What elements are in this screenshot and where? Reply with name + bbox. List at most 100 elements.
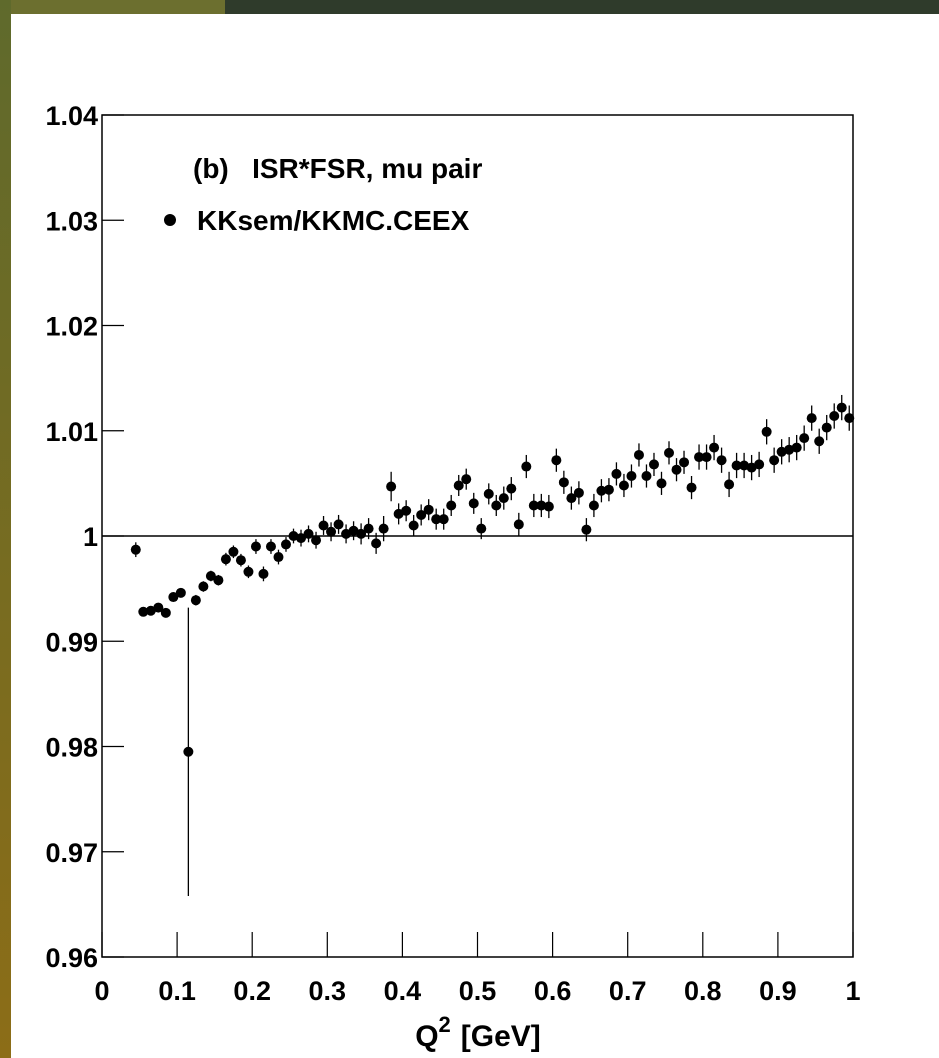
y-tick-label: 0.98	[45, 733, 98, 763]
data-point	[288, 531, 299, 541]
x-tick-label: 0.4	[384, 976, 422, 1006]
data-point	[506, 483, 517, 494]
data-point	[671, 464, 682, 475]
data-point	[303, 528, 314, 539]
data-point	[626, 471, 637, 482]
y-tick-label: 1.03	[45, 206, 98, 236]
data-point	[686, 482, 697, 493]
data-point	[603, 484, 614, 495]
data-point	[528, 500, 539, 511]
data-point	[130, 544, 141, 555]
data-point	[513, 519, 524, 530]
data-point	[416, 509, 427, 520]
y-tick-label: 1	[83, 522, 98, 552]
data-point	[581, 524, 592, 535]
data-point	[806, 413, 817, 424]
data-point	[784, 444, 795, 455]
data-point	[446, 500, 457, 511]
data-point	[265, 541, 276, 552]
data-point	[588, 500, 599, 511]
x-tick-label: 0.9	[759, 976, 797, 1006]
data-point	[168, 592, 179, 603]
data-point	[213, 575, 224, 586]
data-point	[491, 500, 502, 511]
data-point	[611, 468, 622, 479]
data-point	[664, 447, 675, 458]
data-point	[371, 538, 382, 549]
data-point	[341, 528, 352, 539]
data-point	[814, 436, 825, 447]
y-tick-label: 0.96	[45, 943, 98, 973]
data-point	[694, 452, 705, 463]
data-point	[731, 460, 742, 471]
data-point	[836, 402, 847, 413]
y-tick-label: 0.99	[45, 627, 98, 657]
data-point	[521, 461, 532, 472]
data-point	[408, 520, 419, 531]
side-bar	[0, 0, 11, 1058]
data-point	[183, 746, 194, 757]
x-tick-label: 0.3	[309, 976, 347, 1006]
data-point	[558, 477, 569, 488]
data-point	[431, 514, 442, 525]
data-point	[679, 457, 690, 468]
data-point	[709, 442, 720, 453]
legend-label: KKsem/KKMC.CEEX	[197, 205, 470, 236]
data-point	[220, 554, 231, 565]
data-point	[205, 570, 216, 581]
data-point	[453, 480, 464, 491]
data-point	[543, 501, 554, 512]
data-point	[198, 581, 209, 592]
data-point	[701, 452, 712, 463]
x-tick-label: 0.8	[684, 976, 722, 1006]
data-point	[258, 568, 269, 579]
data-point	[311, 535, 322, 546]
x-axis-label: Q2 [GeV]	[415, 1012, 541, 1053]
data-point	[228, 546, 239, 557]
data-point	[656, 478, 667, 489]
data-point	[190, 595, 201, 606]
y-tick-label: 1.01	[45, 417, 98, 447]
data-point	[280, 539, 291, 550]
data-point	[829, 411, 840, 422]
x-tick-label: 1	[845, 976, 860, 1006]
data-point	[566, 493, 577, 504]
data-point	[754, 459, 765, 470]
data-point	[145, 605, 156, 616]
data-point	[633, 449, 644, 460]
data-point	[153, 602, 164, 613]
data-point	[596, 485, 607, 496]
annotation: (b) ISR*FSR, mu pair	[193, 153, 482, 184]
data-point	[326, 526, 337, 537]
data-point	[761, 426, 772, 437]
data-point	[423, 504, 434, 515]
x-label-unit: [GeV]	[461, 1020, 541, 1053]
data-point	[618, 480, 629, 491]
data-point	[648, 459, 659, 470]
legend-marker	[164, 214, 176, 226]
data-point	[769, 455, 780, 466]
data-point	[844, 413, 855, 424]
data-point	[386, 481, 397, 492]
data-point	[235, 555, 246, 566]
x-label-symbol: Q	[415, 1020, 438, 1053]
data-point	[138, 606, 149, 617]
data-point	[799, 433, 810, 444]
data-point	[476, 523, 487, 534]
data-point	[498, 493, 509, 504]
data-point	[536, 500, 547, 511]
data-point	[483, 488, 494, 499]
data-point	[401, 505, 412, 516]
top-bar-left	[0, 0, 225, 14]
data-point	[250, 541, 261, 552]
y-tick-label: 1.02	[45, 312, 98, 342]
y-tick-label: 1.04	[45, 101, 98, 131]
x-tick-label: 0.5	[459, 976, 497, 1006]
x-tick-label: 0.7	[609, 976, 647, 1006]
data-point	[739, 460, 750, 471]
y-tick-label: 0.97	[45, 838, 98, 868]
x-tick-label: 0.1	[158, 976, 196, 1006]
